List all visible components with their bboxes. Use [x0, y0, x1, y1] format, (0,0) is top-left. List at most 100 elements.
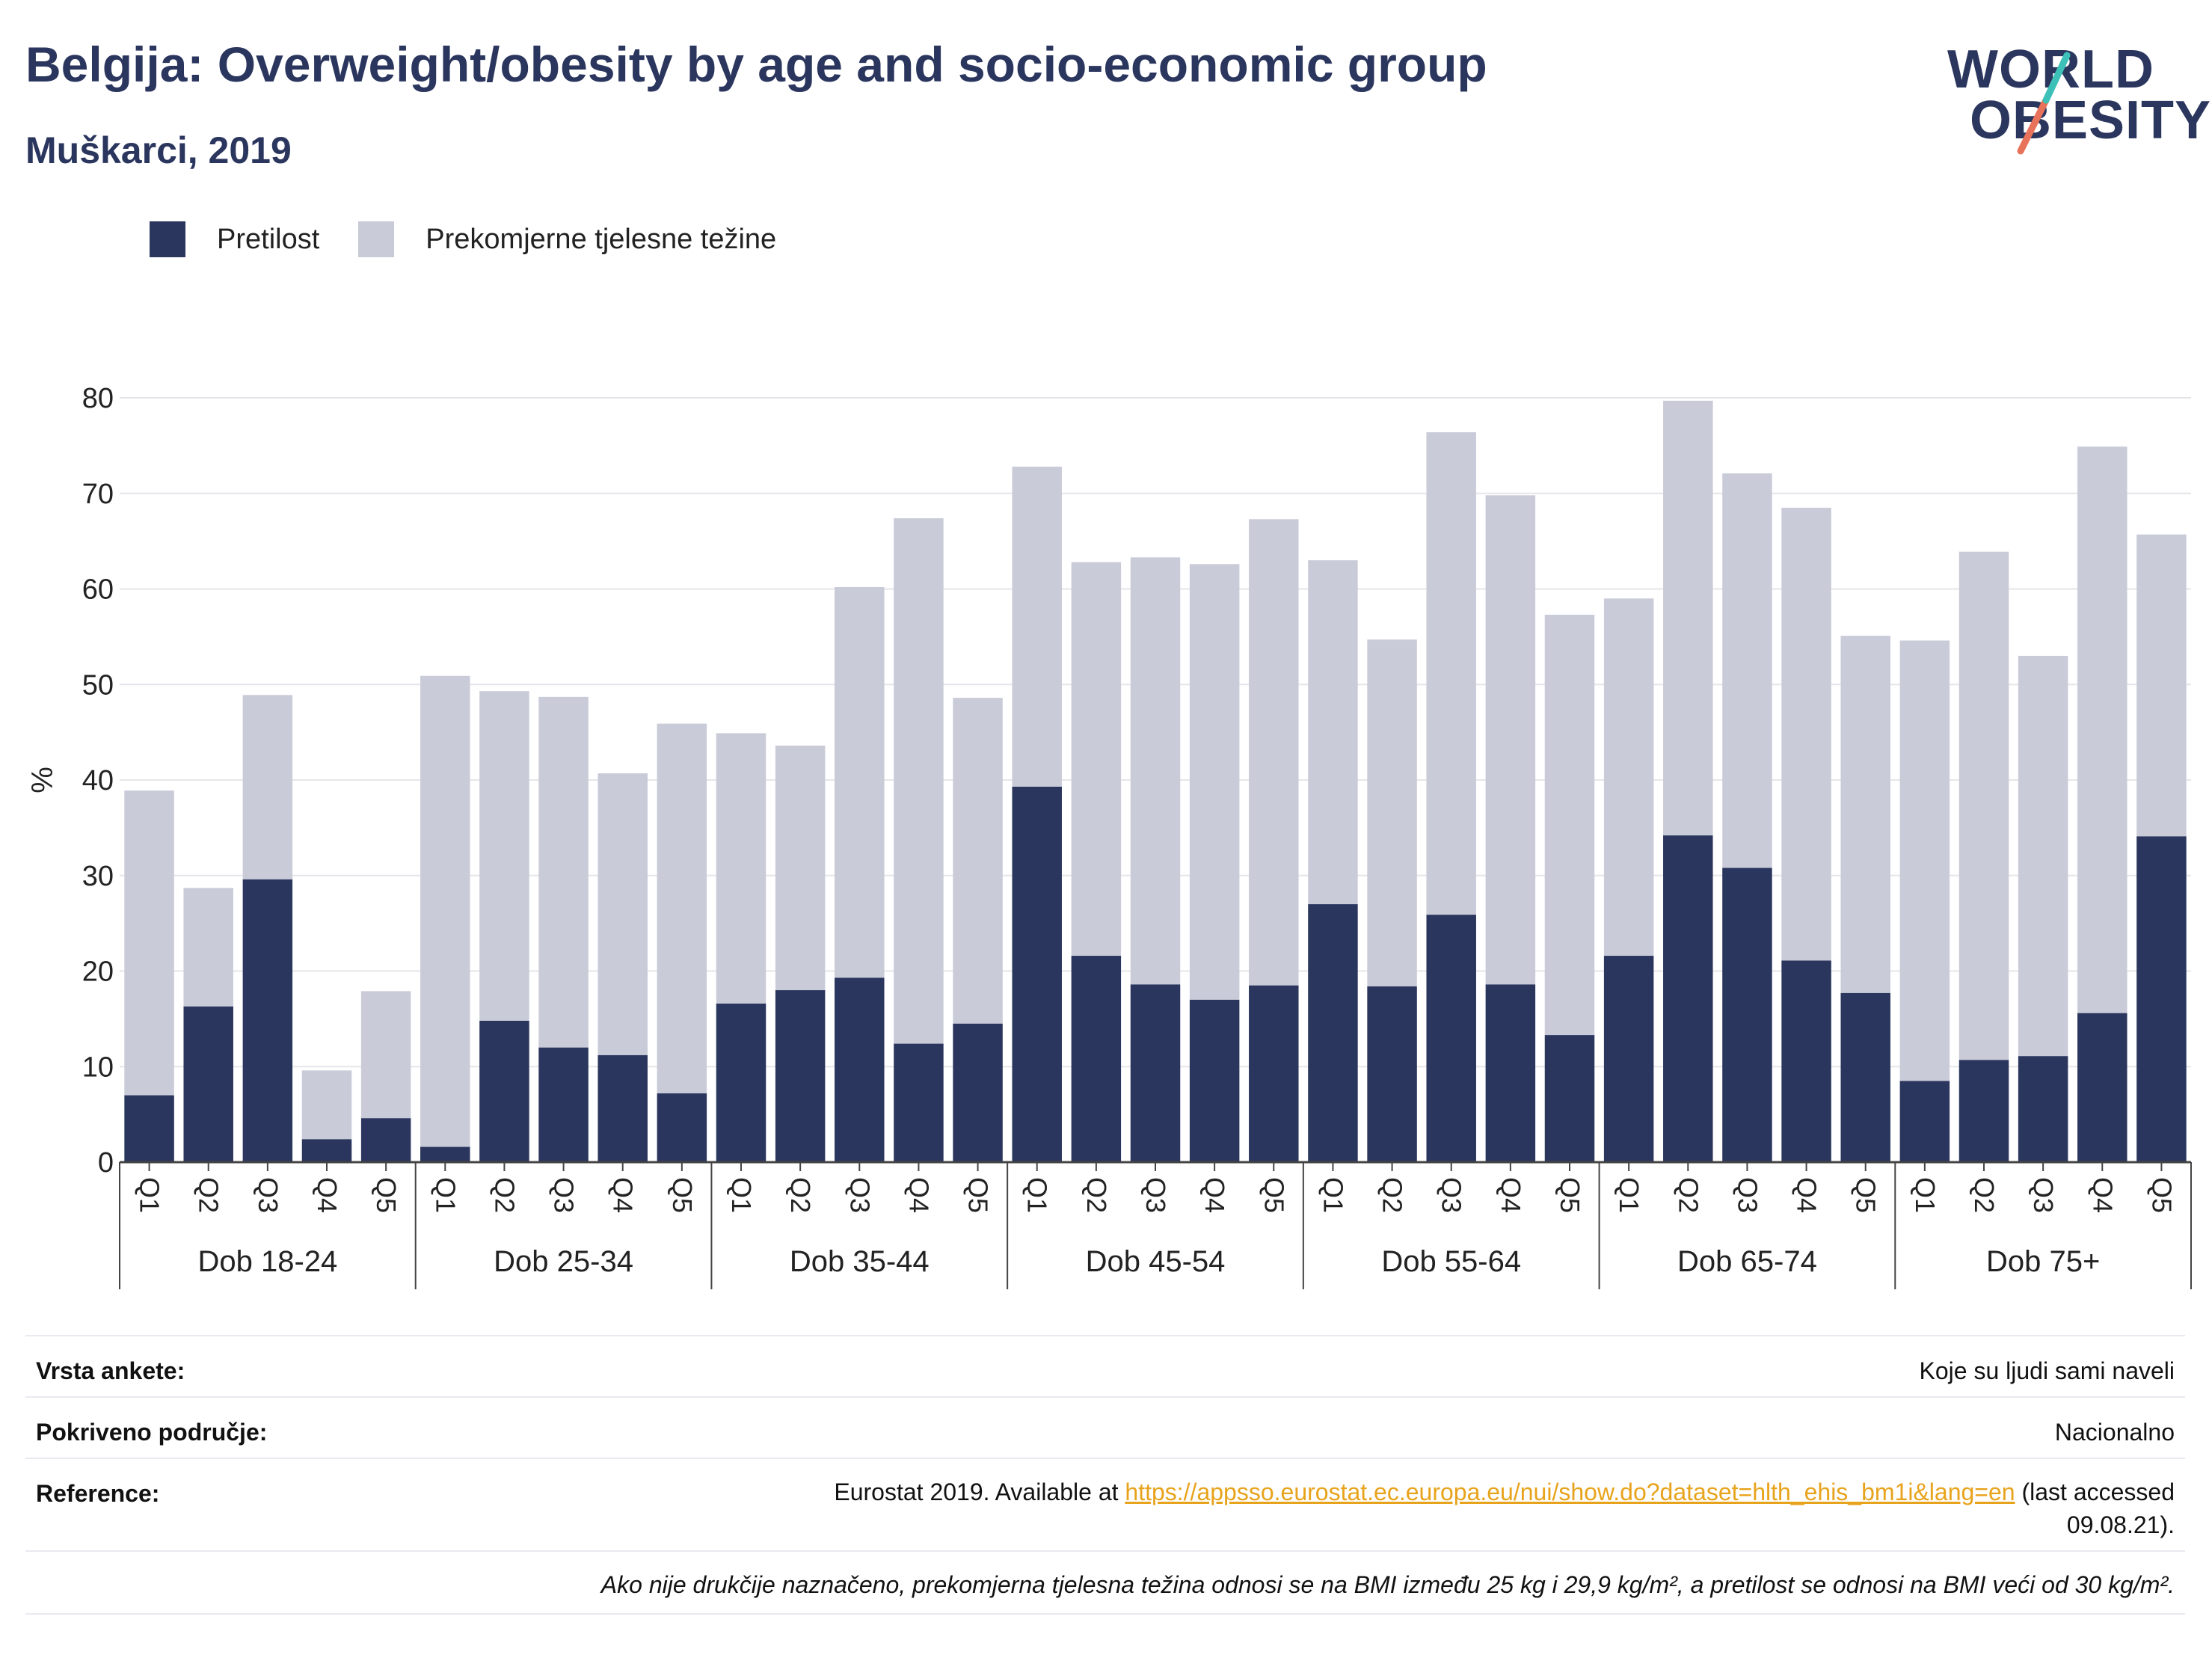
bar-obesity: [953, 1023, 1003, 1162]
x-tick-label: Q5: [667, 1177, 698, 1213]
bar-overweight: [1840, 636, 1890, 993]
bar-overweight: [1781, 507, 1831, 961]
info-table: Vrsta ankete: Koje su ljudi sami naveli …: [25, 1335, 2185, 1649]
x-tick-label: Q3: [253, 1177, 283, 1213]
world-obesity-logo: WORLD OBESITY: [1947, 22, 2211, 157]
bar-overweight: [538, 696, 589, 1048]
info-row-reference: Reference: Eurostat 2019. Available at h…: [25, 1458, 2185, 1552]
logo-word-2: OBESITY: [1970, 90, 2212, 150]
bar-overweight: [1130, 557, 1181, 985]
bar-obesity: [1249, 985, 1299, 1162]
survey-label: Vrsta ankete:: [36, 1357, 185, 1384]
bar-overweight: [479, 691, 529, 1021]
x-tick-label: Q1: [1022, 1177, 1053, 1213]
reference-prefix: Eurostat 2019. Available at: [834, 1479, 1119, 1505]
x-tick-label: Q3: [1732, 1177, 1763, 1213]
legend-item-overweight: Prekomjerne tjelesne težine: [358, 221, 776, 257]
reference-link[interactable]: https://appsso.eurostat.ec.europa.eu/nui…: [1125, 1479, 2015, 1505]
bar-obesity: [1899, 1081, 1950, 1162]
bar-obesity: [1485, 984, 1536, 1162]
bar-obesity: [657, 1093, 707, 1162]
x-tick-label: Q3: [844, 1177, 875, 1213]
bar-overweight: [301, 1070, 352, 1140]
x-tick-label: Q4: [903, 1177, 934, 1213]
bar-overweight: [2018, 655, 2068, 1057]
group-label: Dob 55-64: [1381, 1245, 1521, 1278]
bar-overweight: [835, 586, 885, 978]
reference-date: 09.08.21).: [2066, 1511, 2175, 1538]
bar-obesity: [894, 1043, 944, 1162]
bar-obesity: [775, 990, 826, 1162]
legend-swatch-overweight: [358, 221, 395, 257]
x-tick-label: Q4: [1792, 1177, 1822, 1213]
bar-overweight: [1722, 473, 1772, 868]
x-tick-label: Q1: [430, 1177, 461, 1213]
bar-overweight: [420, 675, 470, 1147]
x-tick-label: Q1: [135, 1177, 165, 1213]
bar-obesity: [538, 1047, 589, 1162]
y-tick-label: 50: [82, 669, 114, 701]
bar-obesity: [1722, 868, 1772, 1162]
reference-label: Reference:: [36, 1480, 160, 1507]
definition-note: Ako nije drukčije naznačeno, prekomjerna…: [600, 1571, 2175, 1598]
legend-swatch-obesity: [150, 221, 185, 257]
bar-obesity: [1189, 999, 1240, 1162]
bar-overweight: [124, 790, 174, 1096]
x-tick-label: Q2: [785, 1177, 816, 1213]
bar-overweight: [1367, 639, 1417, 986]
reference-suffix: (last accessed: [2021, 1479, 2175, 1505]
y-tick-label: 0: [98, 1147, 114, 1179]
bar-obesity: [1367, 986, 1417, 1162]
info-row-note: Ako nije drukčije naznačeno, prekomjerna…: [25, 1550, 2185, 1615]
survey-value: Koje su ljudi sami naveli: [1919, 1357, 2175, 1384]
x-tick-label: Q2: [489, 1177, 520, 1213]
info-row-area: Pokriveno područje: Nacionalno: [25, 1396, 2185, 1459]
bar-overweight: [953, 698, 1003, 1024]
bar-overweight: [894, 518, 944, 1044]
bar-overweight: [1663, 400, 1713, 836]
x-tick-label: Q1: [1614, 1177, 1644, 1213]
bar-overweight: [1308, 560, 1358, 905]
x-tick-label: Q1: [1910, 1177, 1941, 1213]
bar-overweight: [716, 733, 766, 1004]
bar-overweight: [1189, 564, 1240, 1000]
bar-overweight: [1603, 598, 1654, 957]
bar-overweight: [1012, 466, 1062, 787]
y-tick-label: 10: [82, 1051, 114, 1083]
bar-obesity: [1308, 904, 1358, 1162]
legend-label-overweight: Prekomjerne tjelesne težine: [425, 223, 777, 255]
chart-legend: Pretilost Prekomjerne tjelesne težine: [150, 221, 815, 257]
x-tick-label: Q5: [1851, 1177, 1881, 1213]
bar-overweight: [360, 991, 411, 1119]
x-tick-label: Q1: [726, 1177, 757, 1213]
group-label: Dob 35-44: [790, 1245, 930, 1278]
group-label: Dob 25-34: [494, 1245, 633, 1278]
y-tick-label: 60: [82, 574, 114, 606]
bar-obesity: [716, 1003, 766, 1162]
bar-overweight: [2077, 446, 2127, 1013]
bar-obesity: [835, 977, 885, 1162]
bar-obesity: [1840, 992, 1890, 1162]
x-tick-label: Q3: [1437, 1177, 1467, 1213]
bar-obesity: [1071, 956, 1122, 1162]
bar-overweight: [657, 723, 707, 1094]
logo-slash-icon: [2017, 52, 2071, 155]
bar-obesity: [479, 1020, 529, 1162]
x-tick-label: Q1: [1318, 1177, 1348, 1213]
reference-value: Eurostat 2019. Available at https://apps…: [529, 1476, 2175, 1541]
bar-obesity: [2136, 836, 2187, 1162]
x-tick-label: Q2: [1377, 1177, 1408, 1213]
bar-overweight: [183, 888, 233, 1007]
stacked-bar-chart: 0 10 20 30 40 50 60 70 80% Q1 Q2 Q3 Q4 Q5 Dob 18-24 Q1 Q…: [26, 383, 2192, 1289]
bar-overweight: [242, 695, 293, 879]
bar-obesity: [183, 1006, 233, 1162]
bar-overweight: [597, 773, 648, 1055]
y-tick-label: 40: [82, 765, 114, 796]
legend-label-obesity: Pretilost: [217, 223, 320, 255]
x-tick-label: Q3: [549, 1177, 580, 1213]
chart-subtitle: Muškarci, 2019: [25, 129, 292, 171]
bar-overweight: [1485, 495, 1536, 985]
area-value: Nacionalno: [2054, 1419, 2175, 1446]
group-label: Dob 45-54: [1086, 1245, 1226, 1278]
bar-obesity: [1426, 915, 1476, 1162]
